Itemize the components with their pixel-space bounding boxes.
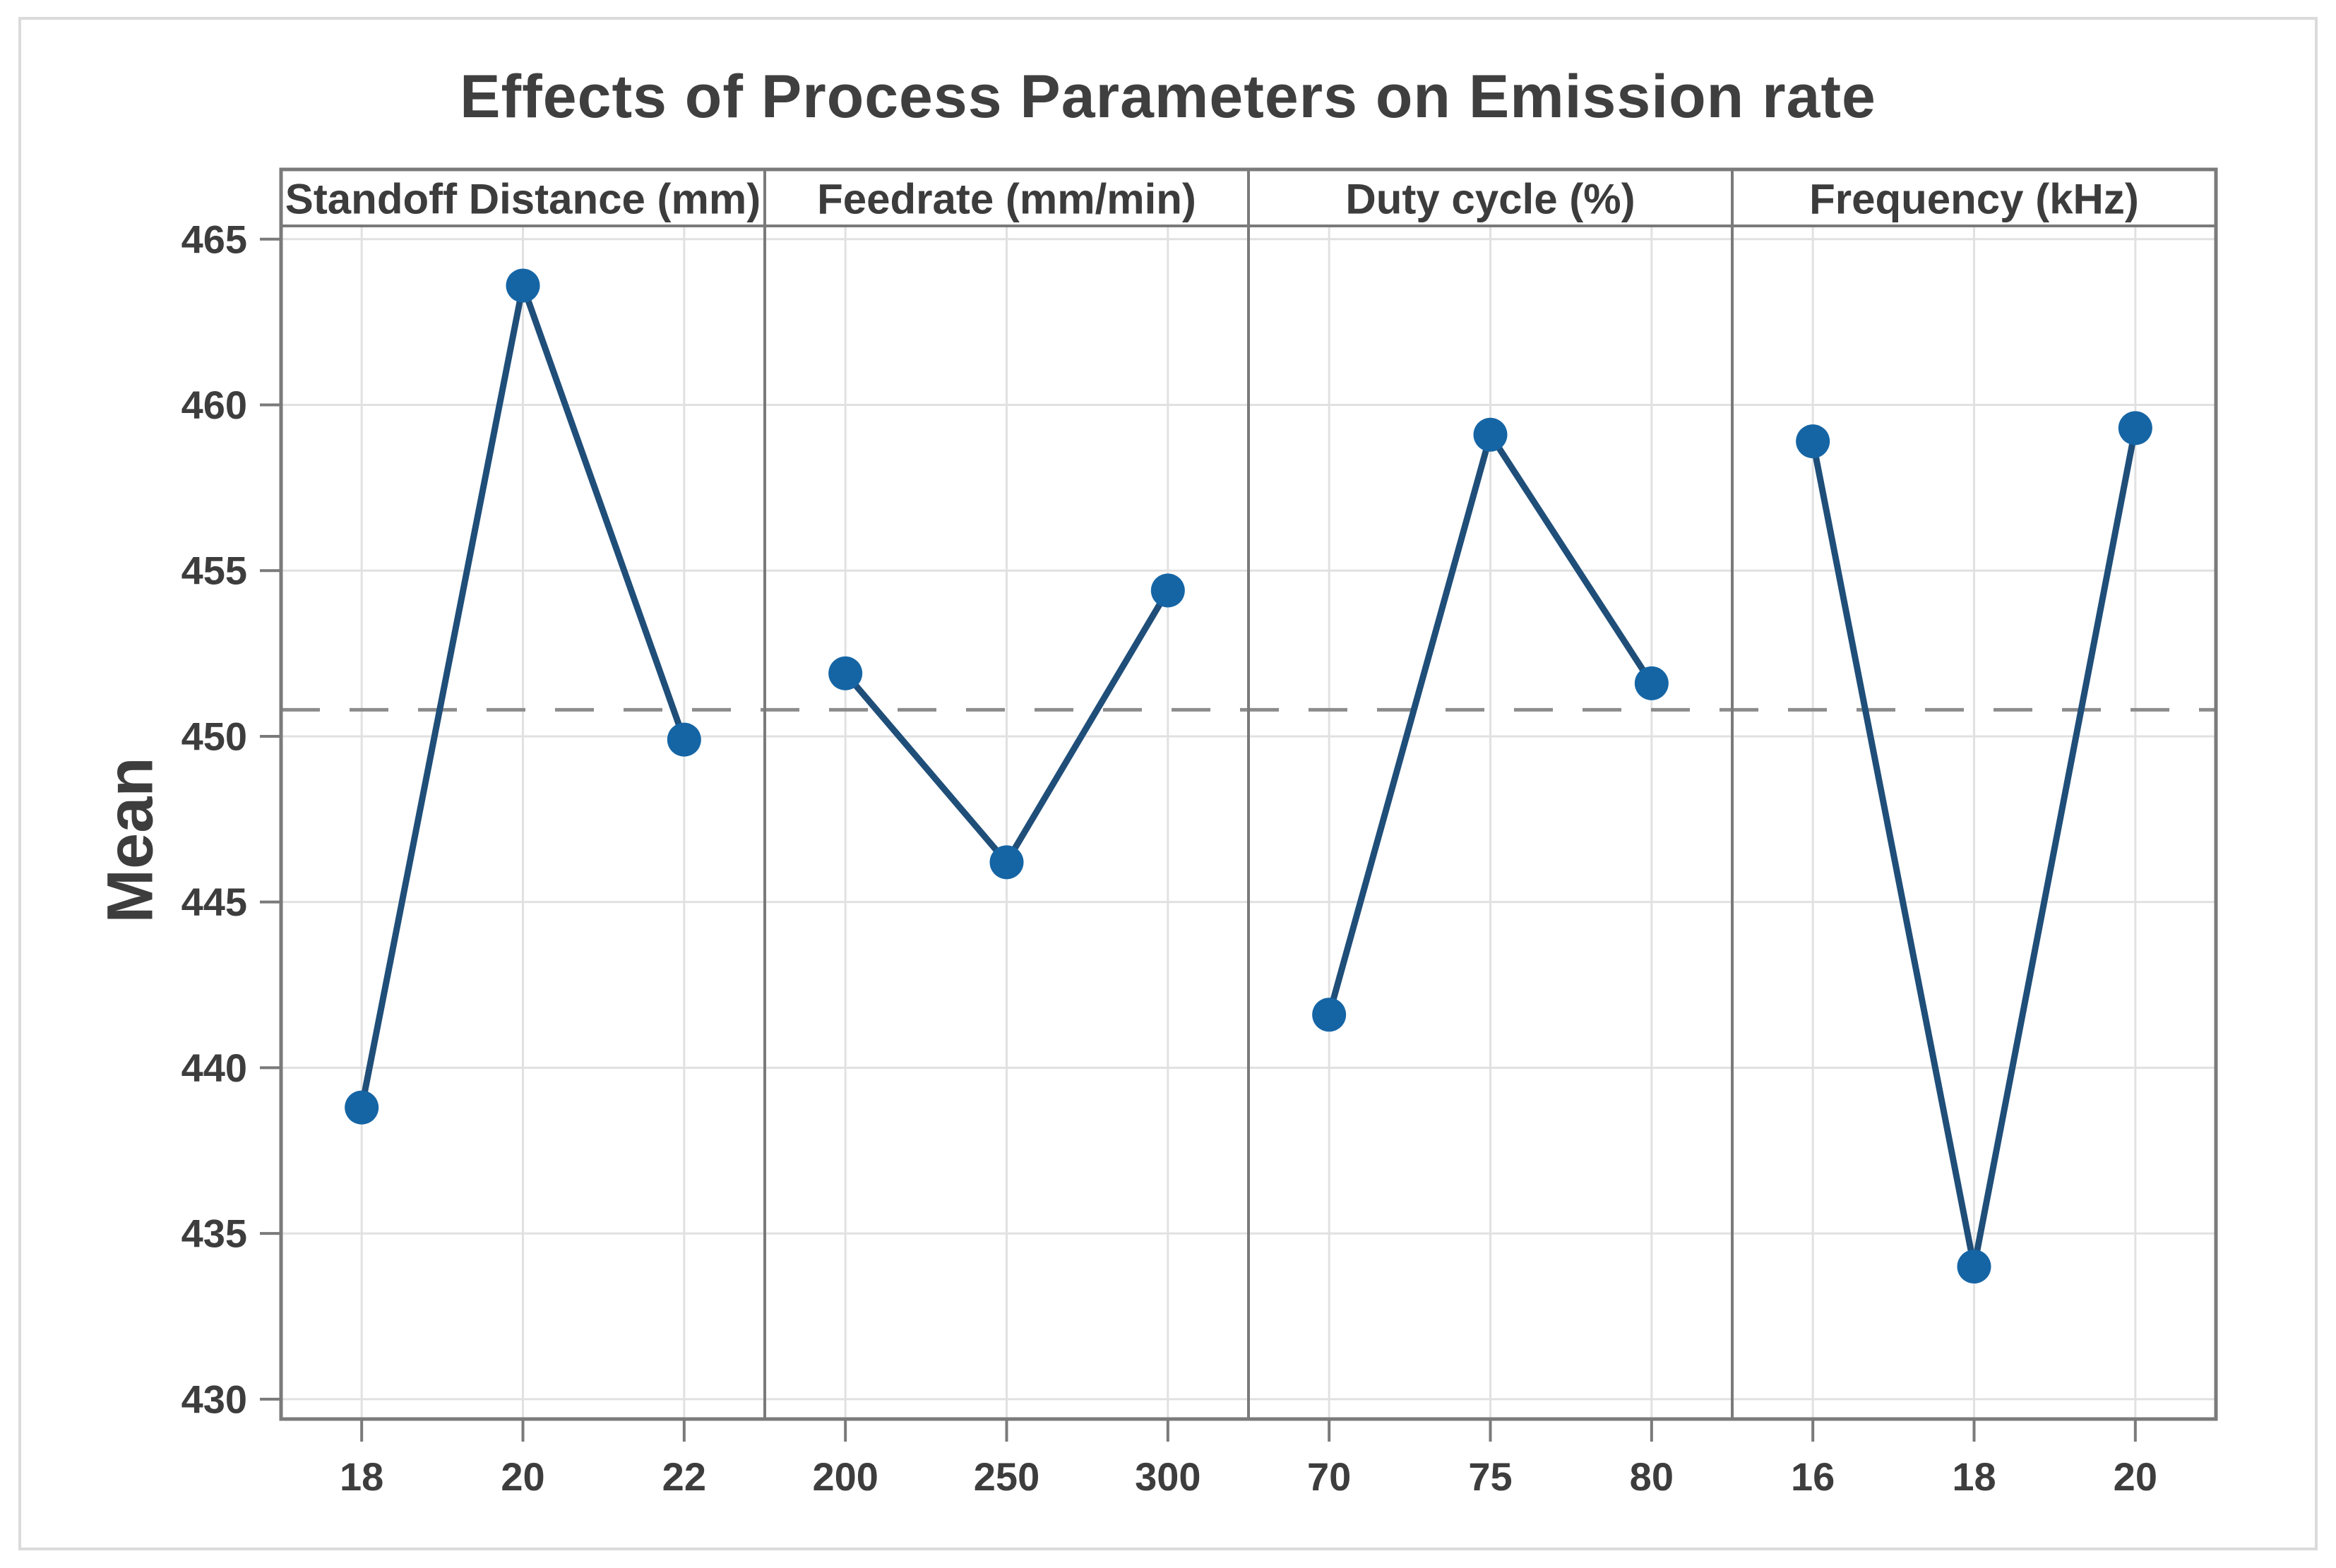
chart-title: Effects of Process Parameters on Emissio… (460, 63, 1876, 131)
data-point-marker (828, 656, 863, 690)
data-point-marker (1796, 424, 1830, 459)
data-point-marker (1473, 417, 1508, 452)
data-point-marker (345, 1090, 379, 1125)
y-tick-label: 460 (181, 383, 247, 427)
x-tick-label: 300 (1135, 1454, 1200, 1499)
y-tick-label: 435 (181, 1211, 247, 1256)
plot-border (279, 167, 2218, 1421)
data-point-marker (1150, 573, 1185, 608)
panel-header-label: Standoff Distance (mm) (285, 176, 761, 223)
y-tick-label: 465 (181, 217, 247, 261)
x-tick-label: 200 (812, 1454, 878, 1499)
y-tick-label: 440 (181, 1046, 247, 1090)
y-tick-label: 450 (181, 714, 247, 758)
y-tick-label: 455 (181, 549, 247, 593)
x-tick-label: 22 (662, 1454, 706, 1499)
x-tick-label: 18 (1952, 1454, 1996, 1499)
x-tick-label: 70 (1307, 1454, 1351, 1499)
data-point-marker (2118, 411, 2152, 445)
x-tick-label: 18 (340, 1454, 383, 1499)
panel-header-label: Frequency (kHz) (1809, 176, 2139, 223)
data-point-marker (667, 722, 701, 757)
panel-header-label: Feedrate (mm/min) (817, 176, 1196, 223)
data-point-marker (989, 845, 1024, 880)
x-tick-label: 20 (2114, 1454, 2157, 1499)
panel-header-label: Duty cycle (%) (1345, 176, 1635, 223)
x-tick-label: 16 (1791, 1454, 1835, 1499)
y-tick-label: 445 (181, 880, 247, 924)
y-tick-label: 430 (181, 1377, 247, 1421)
x-tick-label: 20 (501, 1454, 544, 1499)
data-point-marker (1634, 666, 1669, 700)
x-tick-label: 75 (1468, 1454, 1512, 1499)
x-tick-label: 80 (1630, 1454, 1674, 1499)
data-point-marker (1957, 1250, 1991, 1284)
data-point-marker (1312, 998, 1347, 1032)
data-point-marker (506, 268, 540, 303)
x-tick-label: 250 (974, 1454, 1039, 1499)
